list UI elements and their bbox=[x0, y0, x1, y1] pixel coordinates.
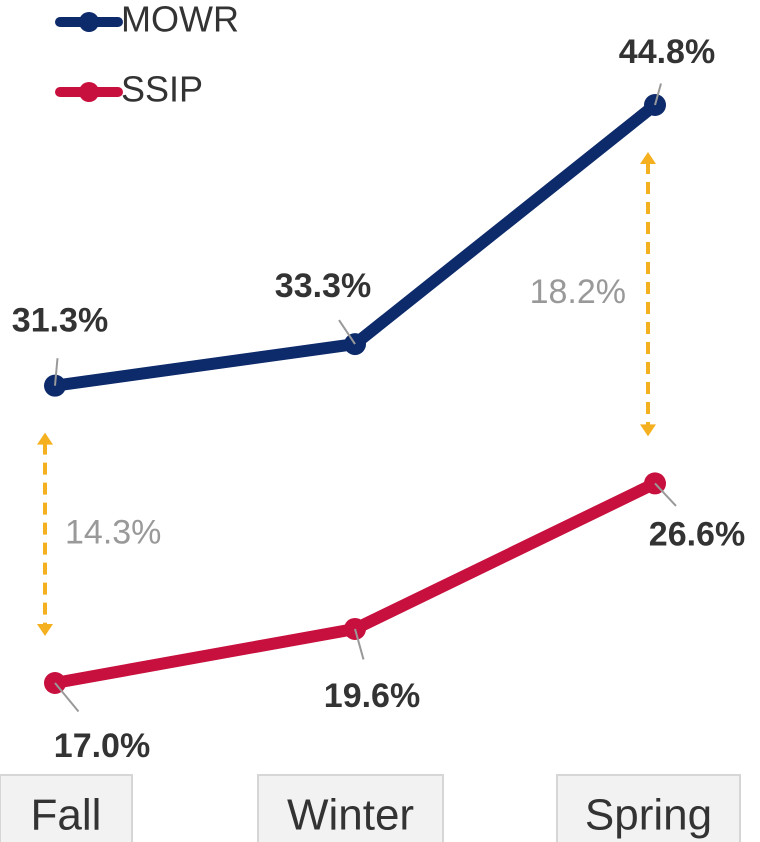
legend-label: SSIP bbox=[121, 69, 203, 110]
x-tick-label: Spring bbox=[585, 791, 712, 840]
legend-dot bbox=[79, 12, 99, 32]
leader-line bbox=[54, 358, 59, 386]
value-label: 17.0% bbox=[54, 727, 150, 765]
legend-dot bbox=[79, 82, 99, 102]
leader-line bbox=[354, 628, 365, 660]
legend-label: MOWR bbox=[121, 0, 239, 40]
leader-line bbox=[654, 482, 677, 507]
leader-line bbox=[338, 319, 356, 345]
gap-label: 18.2% bbox=[530, 273, 626, 311]
leader-line bbox=[654, 83, 662, 106]
arrow-head bbox=[37, 624, 53, 636]
value-label: 26.6% bbox=[649, 515, 745, 553]
category-box bbox=[257, 774, 444, 842]
leader-line bbox=[54, 682, 80, 713]
arrow-head bbox=[37, 432, 53, 445]
value-label: 33.3% bbox=[275, 267, 371, 305]
arrow-head bbox=[640, 424, 656, 437]
value-label: 44.8% bbox=[619, 33, 715, 71]
category-box bbox=[556, 774, 741, 842]
value-label: 19.6% bbox=[324, 677, 420, 715]
x-tick-label: Fall bbox=[31, 791, 102, 840]
category-box bbox=[0, 774, 133, 842]
value-label: 31.3% bbox=[12, 302, 108, 340]
gap-label: 14.3% bbox=[65, 513, 161, 551]
arrow-head bbox=[640, 152, 656, 164]
x-tick-label: Winter bbox=[287, 791, 414, 840]
